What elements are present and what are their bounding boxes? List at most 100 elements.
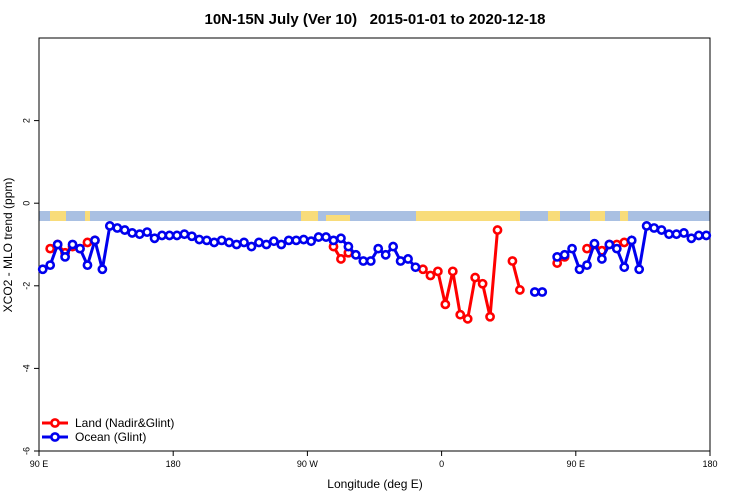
point [582,243,592,254]
point [186,231,197,242]
point [261,239,272,250]
point [90,235,100,246]
point [67,239,78,250]
y-tick-label: -4 [21,364,31,372]
point [172,230,182,241]
x-tick-label: 90 E [567,459,586,469]
point [641,221,652,231]
point [619,237,630,248]
point [679,228,689,238]
point [254,237,264,248]
point [350,249,361,260]
y-tick-label: 2 [21,118,31,123]
point [201,235,212,246]
point [574,264,585,275]
point [104,221,115,231]
point [306,236,317,247]
land-ocean-strip [39,211,710,221]
point [224,237,235,248]
y-tick-label: 0 [21,201,31,206]
x-tick-label: 90 E [30,459,49,469]
x-axis-label: Longitude (deg E) [327,477,422,491]
point [119,225,130,235]
point [477,278,488,289]
point [485,311,495,322]
point [209,237,220,248]
y-tick-label: -6 [21,447,31,455]
legend-label: Land (Nadir&Glint) [75,416,174,430]
point [112,223,123,233]
point [127,228,138,238]
chart-title: 10N-15N July (Ver 10) 2015-01-01 to 2020… [204,11,545,28]
legend-marker [50,432,60,442]
point [388,241,399,252]
point [276,239,287,250]
point [432,266,443,277]
point [164,230,175,241]
point [664,229,674,240]
point [559,249,570,260]
point [142,227,153,238]
point [313,232,324,242]
point [37,264,48,275]
point [403,254,413,264]
point [626,235,637,246]
legend-label: Ocean (Glint) [75,430,146,444]
point [343,241,354,252]
point [45,260,56,271]
point [701,230,712,241]
point [60,251,70,262]
point [268,236,279,247]
point [507,256,518,266]
point [336,233,346,244]
point [611,243,622,254]
point [582,260,592,271]
plot-frame [38,37,711,452]
x-tick-label: 180 [702,459,717,469]
point [529,287,540,297]
point [470,272,481,283]
point [298,234,309,245]
point [239,237,249,248]
x-tick-label: 180 [166,459,181,469]
legend-marker [50,418,60,428]
point [365,256,376,266]
point [216,235,227,246]
point [194,234,205,245]
point [82,260,93,271]
point [619,262,630,273]
point [656,225,667,235]
point [440,299,451,310]
point [157,230,167,241]
point [179,229,190,240]
point [321,232,331,242]
point [567,243,577,254]
point [149,233,160,244]
point [589,238,600,249]
point [514,285,525,295]
point [291,235,302,246]
x-tick-label: 90 W [297,459,319,469]
point [328,235,339,246]
point [380,249,391,260]
point [45,243,56,254]
point [246,241,257,252]
point [596,254,607,264]
point [283,235,294,246]
point [604,239,615,250]
point [552,251,563,262]
point [52,239,63,250]
point [231,239,242,250]
x-tick-label: 0 [439,459,444,469]
point [634,264,645,275]
point [134,229,145,240]
point [492,225,503,235]
point [75,243,85,254]
point [693,230,704,241]
point [82,237,93,248]
point [410,262,421,273]
point [97,264,108,275]
point [537,287,548,297]
point [373,243,384,254]
